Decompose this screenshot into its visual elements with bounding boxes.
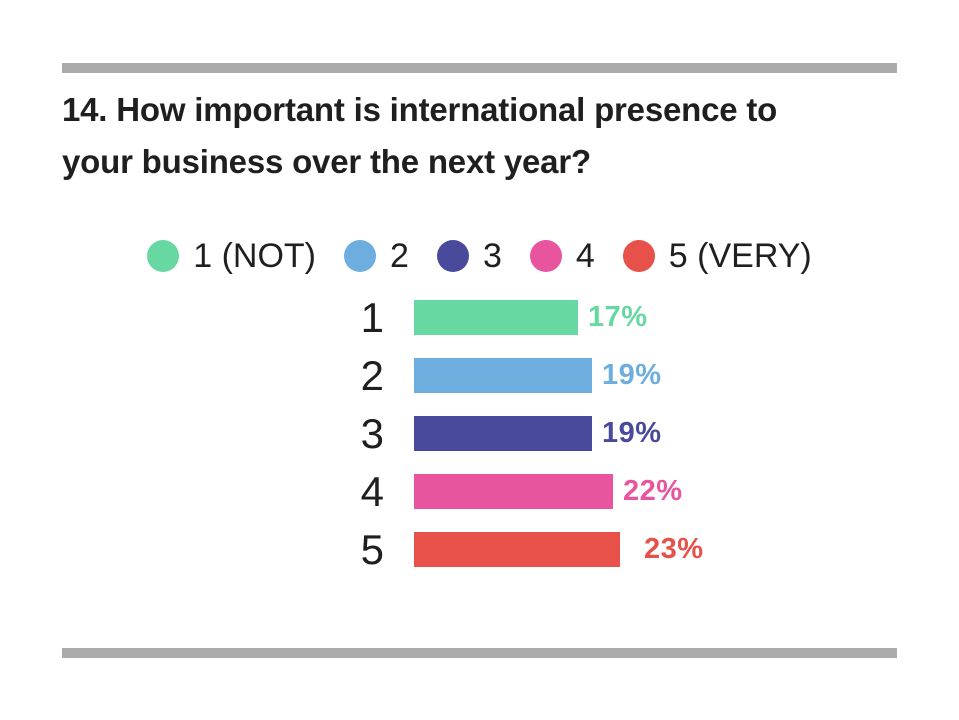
bar (414, 532, 620, 567)
bar-chart: 1 17% 2 19% 3 19% 4 22% 5 23% (0, 294, 959, 590)
legend-item: 5 (VERY) (622, 237, 812, 275)
chart-row: 3 19% (0, 410, 959, 457)
legend-swatch (344, 240, 377, 272)
bar-value-label: 22% (623, 475, 683, 507)
legend-label: 5 (VERY) (668, 237, 812, 275)
bar (414, 300, 578, 335)
bar-value-label: 23% (644, 533, 704, 565)
bar-value-label: 17% (588, 301, 648, 333)
bar (414, 358, 592, 393)
legend-label: 2 (390, 237, 409, 275)
page-title-line-1: 14. How important is international prese… (62, 91, 778, 128)
bar (414, 416, 592, 451)
chart-legend: 1 (NOT) 2 3 4 5 (VERY) (0, 237, 959, 275)
legend-item: 1 (NOT) (147, 237, 317, 275)
chart-row: 5 23% (0, 526, 959, 573)
chart-row: 4 22% (0, 468, 959, 515)
legend-swatch (622, 240, 655, 272)
category-label: 5 (360, 526, 384, 573)
category-label: 4 (360, 468, 384, 515)
bar-value-label: 19% (602, 359, 662, 391)
legend-label: 3 (482, 237, 502, 275)
legend-label: 4 (575, 237, 595, 275)
legend-swatch (147, 240, 180, 272)
bar-value-label: 19% (602, 417, 662, 449)
bottom-divider (62, 648, 897, 658)
legend-swatch (436, 240, 469, 272)
category-label: 3 (360, 410, 384, 457)
page-title: 14. How important is international prese… (62, 84, 902, 188)
category-label: 1 (360, 294, 384, 341)
page-title-line-2: your business over the next year? (62, 143, 591, 180)
legend-swatch (529, 240, 562, 272)
chart-row: 1 17% (0, 294, 959, 341)
bar (414, 474, 613, 509)
category-label: 2 (360, 352, 384, 399)
legend-item: 3 (436, 237, 502, 275)
legend-item: 4 (529, 237, 595, 275)
top-divider (62, 63, 897, 73)
legend-label: 1 (NOT) (193, 237, 317, 275)
legend-item: 2 (344, 237, 409, 275)
chart-row: 2 19% (0, 352, 959, 399)
